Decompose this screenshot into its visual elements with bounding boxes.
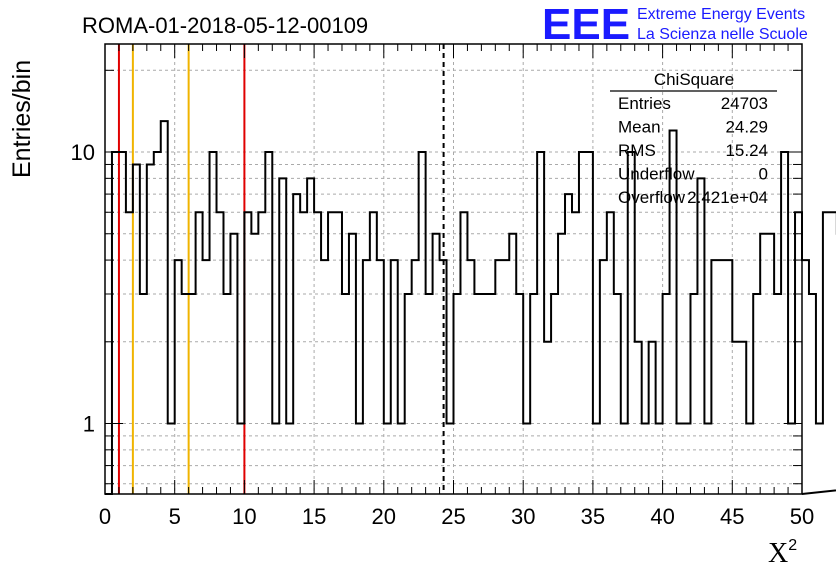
stats-row-label: RMS: [618, 141, 656, 160]
x-tick-label: 50: [790, 504, 814, 529]
stats-row-label: Mean: [618, 118, 661, 137]
stats-row-label: Overflow: [618, 188, 686, 207]
histogram-series: [105, 120, 836, 495]
eee-tagline-2: La Scienza nelle Scuole: [637, 26, 808, 43]
x-tick-label: 10: [232, 504, 256, 529]
stats-row-value: 2.421e+04: [687, 188, 768, 207]
chart-title: ROMA-01-2018-05-12-00109: [82, 13, 368, 38]
eee-tagline-1: Extreme Energy Events: [637, 6, 805, 23]
eee-logo: EEE: [542, 0, 630, 49]
x-tick-label: 0: [99, 504, 111, 529]
x-tick-label: 35: [581, 504, 605, 529]
stats-box: ChiSquare Entries 24703 Mean 24.29 RMS 15.24 U…: [610, 70, 777, 207]
x-tick-label: 15: [302, 504, 326, 529]
x-axis-label-base: X: [768, 538, 788, 569]
y-tick-label: 1: [83, 412, 95, 437]
stats-row-label: Underflow: [618, 165, 695, 184]
x-axis-label-superscript: 2: [788, 537, 797, 554]
y-tick-label: 10: [71, 140, 95, 165]
axis-ticks: [104, 44, 803, 494]
x-tick-labels: 0 5 10 15 20 25 30 35 40 45 50: [99, 504, 814, 529]
y-axis-label: Entries/bin: [8, 60, 36, 178]
x-axis-label: X2: [768, 537, 797, 569]
stats-row-value: 0: [759, 165, 768, 184]
stats-row-value: 24.29: [725, 118, 768, 137]
x-tick-label: 25: [441, 504, 465, 529]
stats-box-title: ChiSquare: [654, 70, 734, 89]
stats-row-value: 24703: [721, 94, 768, 113]
x-tick-label: 20: [372, 504, 396, 529]
stats-row-label: Entries: [618, 94, 671, 113]
histogram-line: [105, 120, 836, 495]
x-tick-label: 40: [650, 504, 674, 529]
stats-row-value: 15.24: [725, 141, 768, 160]
x-tick-label: 45: [720, 504, 744, 529]
x-tick-label: 30: [511, 504, 535, 529]
x-tick-label: 5: [169, 504, 181, 529]
y-tick-labels: 1 10: [71, 140, 95, 436]
